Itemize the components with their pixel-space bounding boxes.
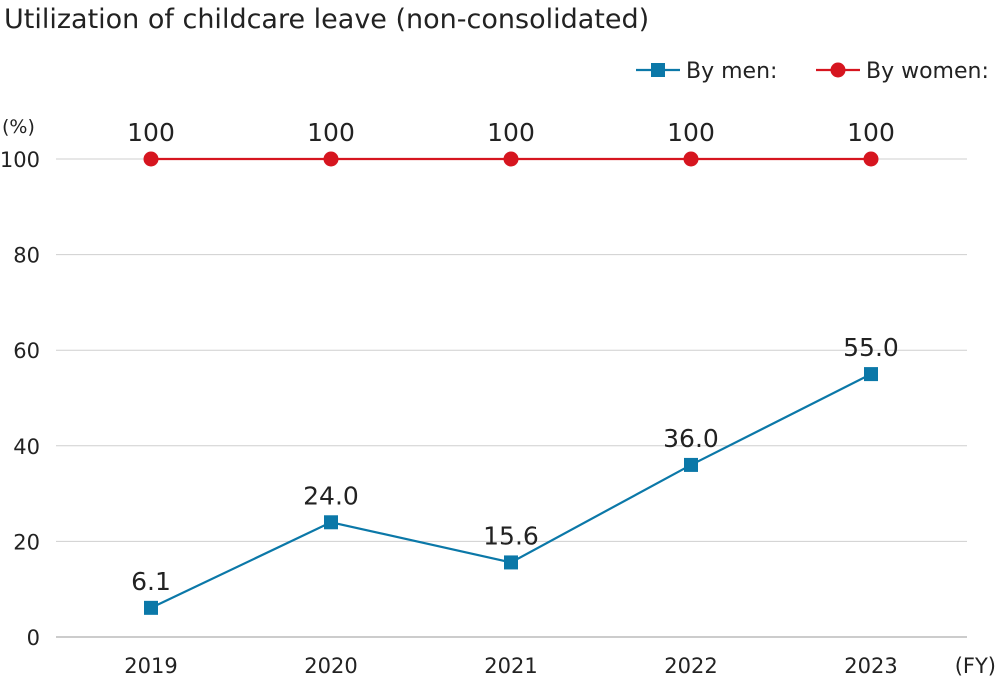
legend-marker-by-women — [830, 62, 846, 78]
y-axis-unit-label: (%) — [2, 116, 35, 138]
data-point-by-men-2021 — [504, 555, 518, 570]
data-label-by-men-2022: 36.0 — [663, 424, 719, 453]
y-axis-ticks: 0 20 40 60 80 100 — [0, 148, 40, 650]
grid — [56, 158, 967, 638]
data-point-by-men-2022 — [684, 457, 698, 472]
y-tick-label-100: 100 — [0, 148, 40, 172]
series-line-by-men — [150, 373, 872, 609]
data-point-by-women-2020 — [323, 151, 339, 167]
data-point-by-women-2023 — [863, 151, 879, 167]
y-tick-label-80: 80 — [13, 244, 40, 268]
data-label-by-women-2023: 100 — [847, 118, 895, 147]
x-tick-label-2021: 2021 — [484, 654, 537, 678]
data-label-by-women-2022: 100 — [667, 118, 715, 147]
data-point-by-women-2022 — [683, 151, 699, 167]
data-label-by-men-2023: 55.0 — [843, 333, 899, 362]
data-point-by-men-2020 — [324, 515, 338, 530]
data-labels: 6.1 24.0 15.6 36.0 55.0 100 100 100 100 100 — [127, 118, 899, 596]
data-label-by-women-2020: 100 — [307, 118, 355, 147]
data-label-by-men-2021: 15.6 — [483, 521, 539, 550]
series-layer — [143, 151, 879, 615]
x-tick-label-2023: 2023 — [844, 654, 897, 678]
x-axis-ticks: 2019 2020 2021 2022 2023 — [124, 654, 897, 678]
y-tick-label-60: 60 — [13, 339, 40, 363]
legend-label-by-men: By men: — [686, 59, 777, 84]
chart-title: Utilization of childcare leave (non-cons… — [4, 4, 649, 35]
x-axis-unit-label: (FY) — [955, 654, 996, 678]
data-label-by-men-2019: 6.1 — [131, 567, 171, 596]
data-point-by-women-2019 — [143, 151, 159, 167]
data-label-by-women-2019: 100 — [127, 118, 175, 147]
legend-label-by-women: By women: — [866, 59, 989, 84]
x-tick-label-2019: 2019 — [124, 654, 177, 678]
data-label-by-men-2020: 24.0 — [303, 481, 359, 510]
y-tick-label-20: 20 — [13, 530, 40, 554]
data-point-by-women-2021 — [503, 151, 519, 167]
data-point-by-men-2019 — [144, 600, 158, 615]
x-tick-label-2020: 2020 — [304, 654, 357, 678]
legend: By men: By women: — [636, 59, 989, 84]
legend-marker-by-men — [651, 63, 665, 77]
y-tick-label-0: 0 — [27, 626, 40, 650]
data-point-by-men-2023 — [864, 367, 878, 382]
data-label-by-women-2021: 100 — [487, 118, 535, 147]
y-tick-label-40: 40 — [13, 435, 40, 459]
x-tick-label-2022: 2022 — [664, 654, 717, 678]
